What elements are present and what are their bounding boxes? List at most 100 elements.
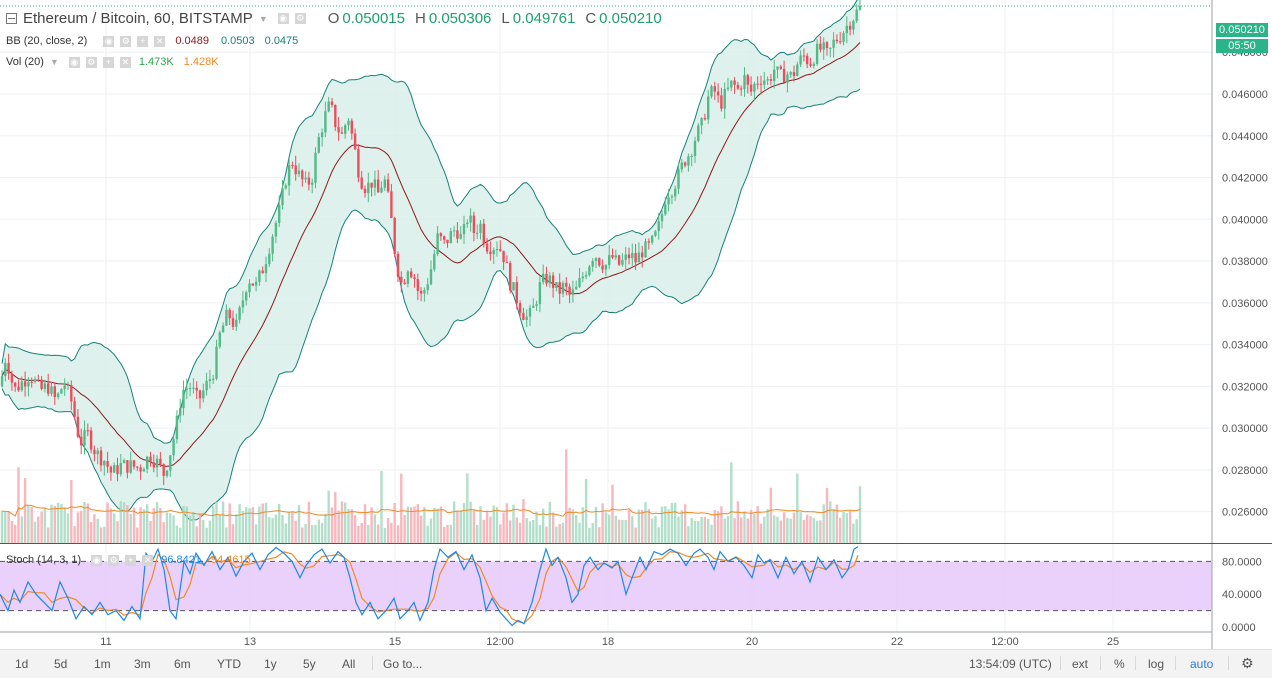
candle-body (76, 416, 80, 437)
volume-bar (235, 514, 238, 543)
volume-bar (179, 527, 182, 543)
price-tick-label: 0.044000 (1222, 131, 1268, 143)
stoch-band-fill (0, 561, 1212, 611)
volume-bar (274, 514, 278, 543)
candle-body (535, 304, 538, 306)
volume-bar (162, 522, 165, 543)
volume-bar (429, 518, 433, 543)
volume-bar (37, 516, 40, 543)
range-1y-button[interactable]: 1y (264, 657, 277, 671)
close-icon[interactable]: ✕ (154, 35, 166, 47)
volume-bar (393, 502, 396, 543)
volume-bar (324, 513, 327, 543)
volume-bar (152, 508, 155, 543)
volume-bar (839, 517, 842, 543)
candle-body (132, 460, 136, 467)
volume-bar (647, 509, 650, 543)
candle-body (155, 458, 159, 468)
candle-body (614, 255, 617, 258)
collapse-icon[interactable] (6, 13, 17, 24)
range-all-button[interactable]: All (342, 657, 356, 671)
candle-body (839, 41, 842, 43)
price-tick-label: 0.036000 (1222, 298, 1268, 310)
open-label: O (327, 10, 340, 27)
candle-body (700, 118, 703, 126)
candle-body (713, 86, 716, 92)
goto-button[interactable]: Go to... (383, 657, 423, 671)
close-icon[interactable]: ✕ (119, 56, 131, 68)
chart-area[interactable]: 0.0480000.0460000.0440000.0420000.040000… (0, 0, 1272, 649)
stoch-label[interactable]: Stoch (14, 3, 1) (6, 554, 82, 566)
eye-icon[interactable]: ◉ (103, 35, 115, 47)
candle-body (631, 252, 634, 259)
candle-body (330, 101, 334, 105)
time-tick-label: 25 (1107, 636, 1119, 648)
candle-body (320, 132, 324, 138)
chevron-down-icon[interactable]: ▼ (258, 13, 268, 24)
plus-icon[interactable]: + (102, 56, 114, 68)
eye-icon[interactable]: ◉ (91, 554, 103, 566)
volume-bar (353, 515, 357, 543)
percent-toggle[interactable]: % (1114, 657, 1125, 671)
volume-bar (159, 507, 162, 543)
gear-icon[interactable]: ⚙ (120, 35, 132, 47)
candle-body (637, 252, 641, 263)
time-tick-label: 12:00 (991, 636, 1019, 648)
auto-toggle[interactable]: auto (1190, 657, 1214, 671)
volume-bar (502, 512, 505, 543)
range-6m-button[interactable]: 6m (174, 657, 191, 671)
eye-icon[interactable]: ◉ (277, 13, 289, 24)
log-toggle[interactable]: log (1148, 657, 1165, 671)
close-icon[interactable]: ✕ (142, 554, 154, 566)
candle-body (575, 286, 578, 290)
gear-icon[interactable]: ⚙ (294, 13, 306, 24)
volume-bar (89, 522, 93, 543)
plus-icon[interactable]: + (125, 554, 137, 566)
range-3m-button[interactable]: 3m (134, 657, 151, 671)
candle-body (251, 283, 254, 286)
volume-bar (575, 514, 578, 543)
volume-bar (733, 518, 736, 543)
volume-bar (426, 525, 429, 543)
time-tick-label: 13 (244, 636, 256, 648)
eye-icon[interactable]: ◉ (68, 56, 80, 68)
candle-body (776, 66, 779, 70)
range-ytd-button[interactable]: YTD (217, 657, 241, 671)
candle-body (80, 436, 83, 446)
vol-label[interactable]: Vol (20) (6, 56, 44, 68)
clock-readout[interactable]: 13:54:09 (UTC) (969, 657, 1052, 671)
candle-body (294, 165, 297, 175)
candle-body (763, 80, 766, 85)
candle-body (301, 170, 304, 180)
volume-bar (83, 501, 86, 543)
candle-body (70, 385, 73, 402)
range-1d-button[interactable]: 1d (15, 657, 29, 671)
volume-bar (746, 518, 749, 543)
volume-bar (10, 521, 14, 543)
chevron-down-icon[interactable]: ▼ (49, 57, 59, 67)
volume-bar (106, 502, 109, 543)
plus-icon[interactable]: + (137, 35, 149, 47)
symbol-title[interactable]: Ethereum / Bitcoin, 60, BITSTAMP (23, 10, 253, 27)
candle-body (855, 9, 858, 22)
candle-body (393, 217, 396, 254)
range-5d-button[interactable]: 5d (54, 657, 68, 671)
candlesticks (0, 0, 1212, 486)
volume-bar (482, 519, 485, 543)
range-1m-button[interactable]: 1m (94, 657, 111, 671)
bb-label[interactable]: BB (20, close, 2) (6, 35, 88, 47)
range-5y-button[interactable]: 5y (303, 657, 316, 671)
candle-body (733, 80, 736, 85)
candle-body (185, 388, 188, 390)
gear-icon[interactable]: ⚙ (1241, 655, 1254, 671)
volume-bar (476, 525, 479, 543)
volume-bar (707, 519, 710, 543)
candle-body (532, 305, 535, 308)
candle-body (726, 87, 730, 90)
candle-body (832, 39, 835, 48)
gear-icon[interactable]: ⚙ (108, 554, 120, 566)
candle-body (644, 241, 647, 258)
candle-body (469, 215, 472, 223)
ext-toggle[interactable]: ext (1072, 657, 1089, 671)
gear-icon[interactable]: ⚙ (85, 56, 97, 68)
